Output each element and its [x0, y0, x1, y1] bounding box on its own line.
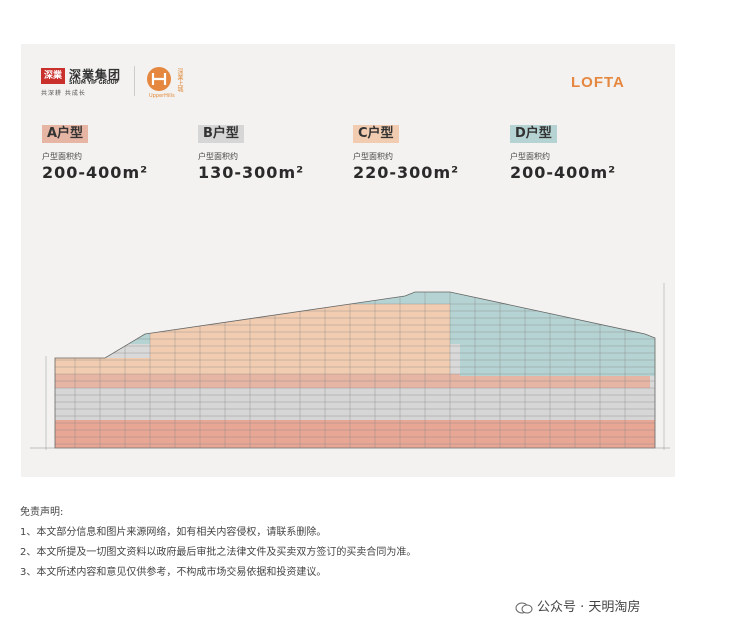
- unit-area-range: 220-300m²: [353, 163, 460, 182]
- group-slogan: 共深耕 共成长: [41, 90, 86, 97]
- wechat-icon: [515, 602, 533, 613]
- unit-type-label: C户型: [353, 125, 399, 143]
- shumyip-seal-logo: 深業: [41, 68, 65, 84]
- wechat-watermark: 公众号 · 天明淘房: [515, 596, 640, 615]
- unit-area-range: 130-300m²: [198, 163, 305, 182]
- disclaimer-line: 3、本文所述内容和意见仅供参考，不构成市场交易依据和投资建议。: [20, 567, 327, 578]
- group-name: 深業集团: [69, 68, 122, 82]
- unit-area-range: 200-400m²: [510, 163, 617, 182]
- unit-type-label: D户型: [510, 125, 557, 143]
- unit-area-caption: 户型面积约: [510, 152, 550, 161]
- unit-type-c: C户型 户型面积约 220-300m²: [353, 122, 459, 182]
- building-section-diagram: [30, 283, 670, 450]
- disclaimer-line: 2、本文所提及一切图文资料以政府最后审批之法律文件及买卖双方签订的买卖合同为准。: [20, 547, 417, 558]
- upperhills-vertical-text: 深業上城: [176, 68, 183, 92]
- unit-type-label: A户型: [42, 125, 89, 143]
- disclaimer: 免责声明: 1、本文部分信息和图片来源网络，如有相关内容侵权，请联系删除。 2、…: [20, 503, 416, 583]
- disclaimer-line: 1、本文部分信息和图片来源网络，如有相关内容侵权，请联系删除。: [20, 527, 327, 538]
- unit-area-caption: 户型面积约: [198, 152, 238, 161]
- upperhills-logo-icon: [147, 67, 171, 91]
- upperhills-caption: UpperHills: [149, 93, 175, 99]
- unit-area-caption: 户型面积约: [42, 152, 82, 161]
- unit-type-b: B户型 户型面积约 130-300m²: [198, 122, 304, 182]
- unit-type-d: D户型 户型面积约 200-400m²: [510, 122, 616, 182]
- lofta-logo: LOFTA: [571, 74, 625, 91]
- group-english-name: SHUM YIP GROUP: [69, 80, 119, 86]
- unit-area-caption: 户型面积约: [353, 152, 393, 161]
- section-fill: [55, 292, 655, 448]
- disclaimer-title: 免责声明:: [20, 507, 64, 518]
- logo-divider: [134, 66, 135, 96]
- watermark-text: 公众号 · 天明淘房: [537, 600, 641, 615]
- unit-type-a: A户型 户型面积约 200-400m²: [42, 122, 148, 182]
- unit-type-label: B户型: [198, 125, 244, 143]
- unit-area-range: 200-400m²: [42, 163, 149, 182]
